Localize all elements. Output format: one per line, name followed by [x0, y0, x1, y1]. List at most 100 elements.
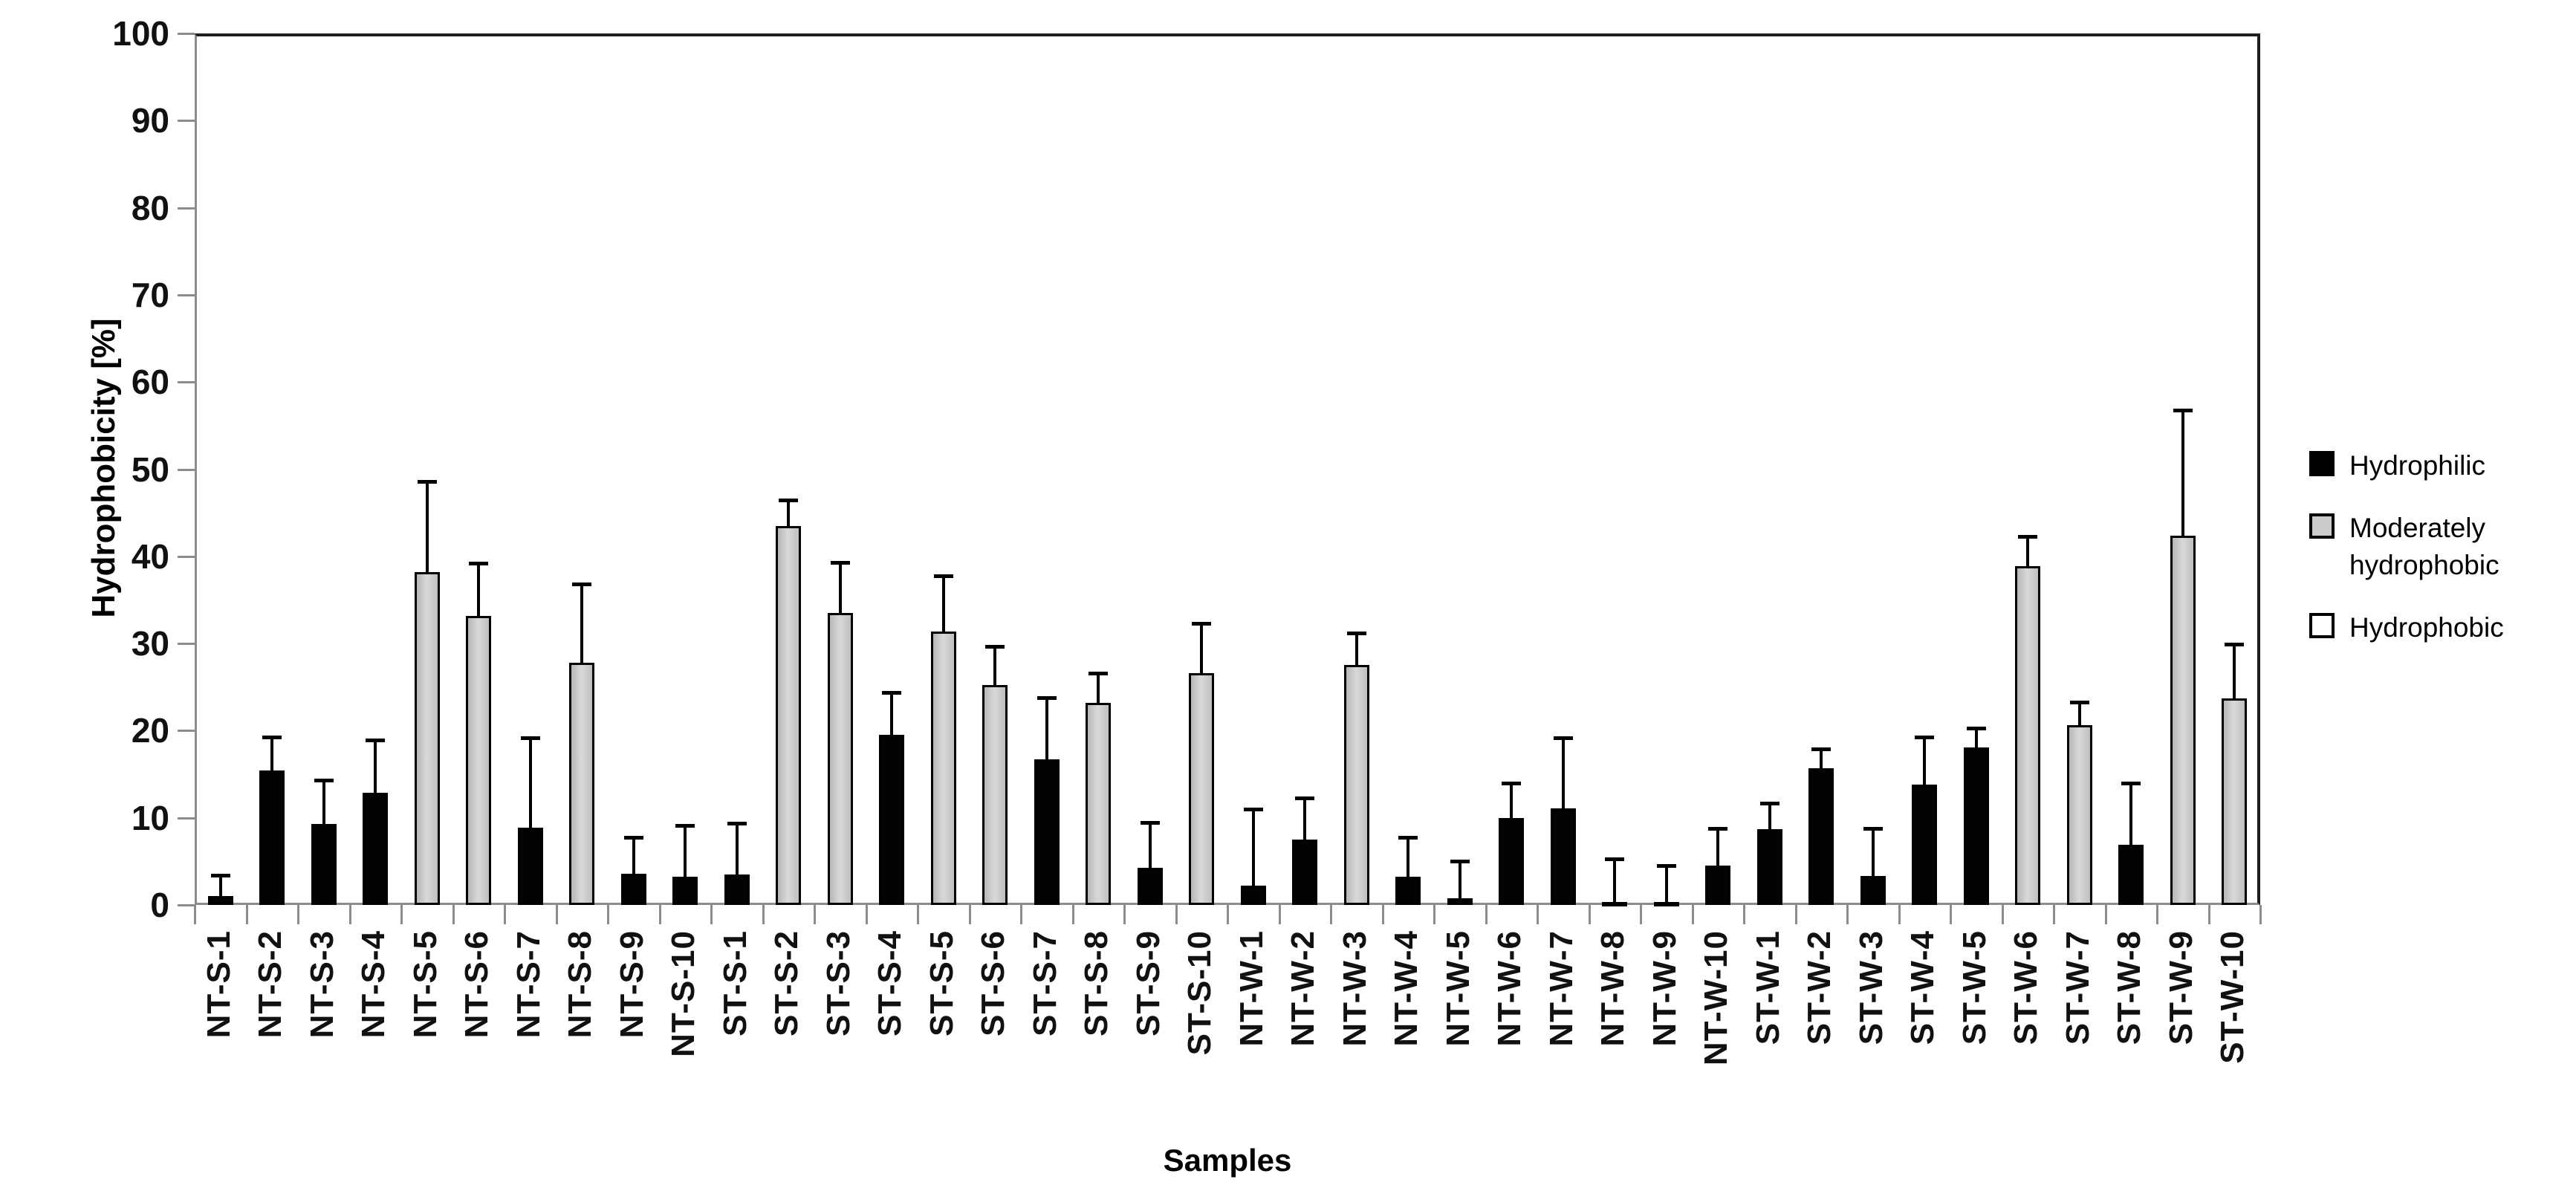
bar-ST-W-8: [2118, 845, 2144, 905]
x-axis-tick: [452, 905, 455, 924]
bar-NT-S-3: [311, 823, 337, 905]
x-axis-category-label: NT-S-7: [510, 930, 547, 1039]
error-bar-cap: [933, 574, 953, 578]
bar-ST-W-3: [1860, 876, 1886, 905]
error-bar-cap: [572, 582, 592, 587]
y-axis-tick-label: 100: [112, 14, 169, 53]
x-axis-tick: [555, 905, 558, 924]
x-axis-tick: [1175, 905, 1178, 924]
x-axis-tick: [1330, 905, 1332, 924]
bar-NT-W-4: [1395, 877, 1421, 905]
bar-NT-S-7: [517, 827, 543, 905]
y-axis-tick-label: 80: [131, 188, 169, 227]
x-axis-tick: [917, 905, 919, 924]
error-bar-line: [1871, 828, 1875, 878]
x-axis-category-label: NT-W-8: [1594, 930, 1632, 1047]
x-axis-category-label: NT-W-1: [1233, 930, 1270, 1047]
error-bar-line: [2181, 409, 2184, 537]
bar-ST-S-7: [1034, 759, 1060, 905]
error-bar-line: [2233, 644, 2236, 700]
error-bar-line: [477, 563, 481, 617]
error-bar-line: [1045, 697, 1048, 762]
error-bar-cap: [1553, 736, 1573, 740]
error-bar-line: [1820, 749, 1823, 770]
error-bar-line: [684, 825, 687, 879]
x-axis-tick: [710, 905, 713, 924]
x-axis-category-label: ST-S-1: [716, 930, 753, 1036]
x-axis-tick: [865, 905, 868, 924]
error-bar-line: [890, 692, 894, 737]
error-bar-line: [425, 481, 429, 574]
bar-NT-S-6: [466, 615, 492, 905]
error-bar-cap: [210, 874, 230, 878]
x-axis-tick: [1123, 905, 1126, 924]
x-axis-tick: [1020, 905, 1022, 924]
x-axis-tick: [1227, 905, 1229, 924]
legend-item-hydrophilic: Hydrophilic: [2309, 447, 2565, 484]
x-axis-category-label: NT-S-10: [665, 930, 702, 1057]
bar-NT-W-9: [1653, 902, 1679, 907]
error-bar-cap: [366, 739, 386, 743]
x-axis-category-label: ST-S-6: [975, 930, 1012, 1036]
x-axis-title: Samples: [1163, 1143, 1292, 1178]
x-axis-tick: [2104, 905, 2107, 924]
y-axis-tick: [178, 33, 195, 35]
error-bar-line: [374, 740, 377, 794]
x-axis-category-label: ST-S-9: [1129, 930, 1167, 1036]
y-axis-tick: [178, 817, 195, 820]
error-bar-cap: [830, 561, 850, 565]
y-axis-tick-label: 0: [150, 886, 169, 924]
bar-ST-W-2: [1808, 768, 1834, 905]
error-bar-cap: [1915, 735, 1935, 739]
error-bar-line: [1354, 633, 1358, 667]
error-bar-line: [218, 875, 222, 898]
bar-ST-W-9: [2170, 535, 2196, 905]
x-axis-category-label: NT-S-3: [303, 930, 340, 1039]
error-bar-cap: [882, 690, 902, 695]
x-axis-category-label: NT-S-9: [613, 930, 650, 1039]
error-bar-cap: [727, 821, 747, 825]
y-axis-tick-label: 10: [131, 798, 169, 837]
x-axis-tick: [1485, 905, 1487, 924]
error-bar-line: [1303, 797, 1307, 842]
error-bar-cap: [1502, 781, 1522, 785]
error-bar-line: [1768, 802, 1771, 831]
x-axis-tick: [1071, 905, 1074, 924]
error-bar-line: [1458, 861, 1461, 900]
bar-ST-S-5: [930, 631, 956, 905]
error-bar-cap: [779, 498, 799, 502]
y-axis-tick: [178, 643, 195, 646]
bar-NT-W-7: [1550, 808, 1576, 905]
error-bar-line: [1974, 727, 1978, 749]
x-axis-category-label: NT-S-2: [252, 930, 289, 1039]
error-bar-cap: [1192, 622, 1212, 626]
bar-NT-S-4: [363, 792, 389, 905]
x-axis-tick: [1278, 905, 1281, 924]
x-axis-tick: [2156, 905, 2158, 924]
error-bar-cap: [469, 562, 489, 566]
bar-NT-S-8: [569, 662, 595, 905]
bar-ST-S-6: [982, 685, 1008, 905]
error-bar-cap: [520, 736, 540, 740]
bar-ST-S-2: [776, 525, 802, 905]
y-axis-tick: [178, 381, 195, 384]
error-bar-cap: [1708, 826, 1728, 831]
x-axis-tick: [297, 905, 299, 924]
bar-NT-S-9: [620, 873, 646, 905]
error-bar-cap: [1089, 671, 1109, 675]
x-axis-category-label: ST-W-1: [1749, 930, 1786, 1045]
bar-NT-W-2: [1292, 840, 1318, 905]
plot-area: [195, 33, 2260, 905]
x-axis-category-label: ST-S-8: [1078, 930, 1115, 1036]
x-axis-tick: [814, 905, 816, 924]
y-axis-tick: [178, 293, 195, 296]
bar-NT-W-6: [1499, 817, 1525, 905]
x-axis-tick: [1691, 905, 1694, 924]
x-axis-category-label: ST-W-3: [1852, 930, 1889, 1045]
error-bar-cap: [2225, 643, 2245, 647]
legend-item-moderately-hydrophobic: Moderately hydrophobic: [2309, 510, 2565, 584]
x-axis-tick: [607, 905, 609, 924]
bar-NT-S-5: [414, 571, 440, 905]
x-axis-category-label: NT-W-2: [1285, 930, 1322, 1047]
